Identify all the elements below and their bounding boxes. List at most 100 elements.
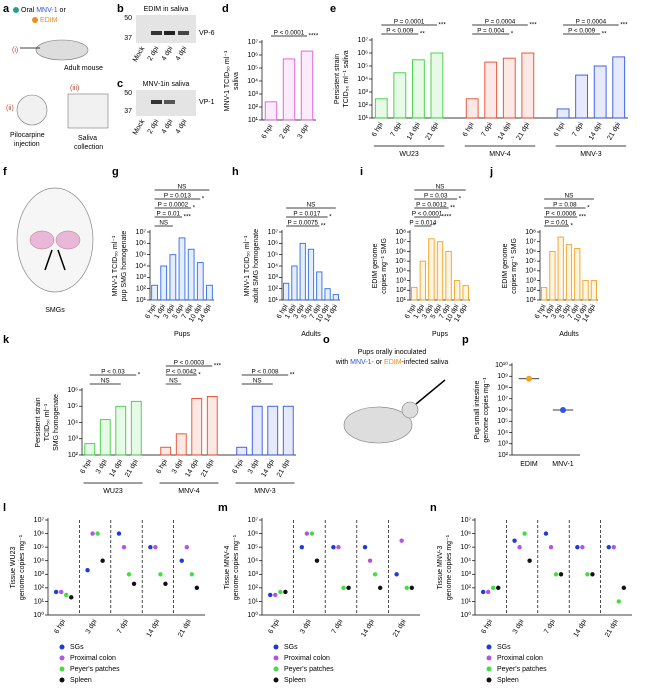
- bar: [299, 242, 306, 301]
- y-tick-label: 10⁷: [34, 517, 45, 524]
- marker: 50: [124, 90, 132, 97]
- x-tick-label: 21 dpi: [606, 121, 622, 141]
- bar: [411, 286, 418, 301]
- text: EDIM: [384, 359, 402, 366]
- significance: *: [138, 372, 141, 379]
- bar: [502, 57, 516, 119]
- y-tick-label: 10¹: [461, 598, 472, 605]
- significance: *: [193, 205, 196, 212]
- point: [283, 589, 288, 595]
- legend-marker: [59, 655, 65, 661]
- p-value: P = 0.017: [293, 211, 321, 218]
- p-value: P < 0.009: [568, 28, 596, 35]
- y-tick-label: 10³: [136, 274, 147, 281]
- significance: ***: [529, 22, 537, 29]
- p-value: P = 0.013: [164, 193, 192, 200]
- y-tick-label: 10⁵: [67, 403, 78, 410]
- bar: [590, 280, 597, 301]
- x-tick-label: 14 dpi: [260, 458, 276, 478]
- legend-text: EDIM: [40, 17, 58, 24]
- x-tick-label: 7 dpi: [116, 618, 130, 635]
- y-tick-label: 10⁶: [135, 240, 146, 247]
- text: -infected saliva: [402, 359, 449, 366]
- y-tick-label: 10⁵: [525, 258, 536, 265]
- x-tick-label: 21 dpi: [276, 458, 292, 478]
- point: [558, 572, 564, 577]
- y-tick-label: 10⁶: [247, 530, 258, 537]
- y-tick-label: 10⁴: [247, 558, 258, 565]
- y-tick-label: 10⁵: [135, 252, 146, 259]
- point: [100, 558, 105, 563]
- y-tick-label: 10³: [498, 441, 509, 448]
- x-axis-label: Pups: [432, 331, 448, 338]
- blot-band: [164, 31, 175, 35]
- arrow: [57, 249, 66, 271]
- mouse-icon: [35, 39, 89, 61]
- point: [621, 585, 627, 591]
- point: [194, 585, 200, 591]
- y-tick-label: 10²: [34, 585, 45, 592]
- y-tick-label: 10⁸: [497, 384, 508, 391]
- bar: [282, 405, 294, 456]
- bar: [282, 58, 296, 121]
- y-tick-label: 10²: [498, 452, 509, 459]
- significance: *: [198, 372, 201, 379]
- point: [616, 599, 622, 604]
- y-tick-label: 10⁵: [247, 65, 258, 72]
- y-tick-label: 10³: [248, 91, 259, 98]
- blot: [136, 15, 196, 43]
- panel-letter: b: [117, 3, 124, 15]
- bar: [574, 248, 581, 301]
- y-tick-label: 10²: [461, 585, 472, 592]
- point: [153, 544, 158, 550]
- y-tick-label: 10⁴: [357, 76, 368, 83]
- bar: [436, 241, 444, 301]
- point: [341, 585, 346, 591]
- y-tick-label: 10⁵: [267, 252, 278, 259]
- x-tick-label: 3 dpi: [171, 458, 185, 475]
- y-tick-label: 10²: [268, 286, 279, 293]
- y-tick-label: 10¹: [248, 117, 259, 124]
- legend-label: Spleen: [497, 677, 519, 684]
- point: [553, 572, 559, 577]
- y-tick-label: 10³: [34, 571, 45, 578]
- x-tick-label: 6 hpi: [53, 618, 67, 635]
- y-axis-label: TCID₅₀ ml⁻¹ saliva: [343, 50, 350, 107]
- band-label: VP-1: [199, 99, 215, 106]
- y-axis-label: copies mg⁻¹ SMG: [511, 238, 518, 294]
- point: [116, 531, 122, 536]
- bar: [593, 65, 607, 119]
- group-label: MNV-3: [580, 151, 602, 158]
- significance: ***: [438, 22, 446, 29]
- p-value: P = 0.01: [157, 211, 181, 218]
- point: [543, 531, 549, 536]
- significance: *: [511, 31, 514, 38]
- lane-label: 2 dpi: [147, 45, 161, 62]
- y-tick-label: 10²: [358, 102, 369, 109]
- significance: *: [329, 214, 332, 221]
- point: [522, 531, 527, 536]
- x-tick-label: 3 dpi: [512, 618, 526, 635]
- text: MNV-1: [36, 7, 58, 14]
- y-axis-label: Tissue MNV-3: [437, 546, 444, 590]
- bar: [236, 446, 248, 456]
- panel-letter: k: [3, 334, 10, 346]
- significance: **: [602, 31, 607, 38]
- x-tick-label: MNV-1: [552, 461, 574, 468]
- y-tick-label: 10⁰: [33, 611, 44, 619]
- pup-icon: [343, 406, 413, 444]
- mouse-label: Adult mouse: [64, 65, 103, 72]
- p-value: P = 0.0012: [416, 202, 447, 209]
- significance: ***: [579, 214, 587, 221]
- p-value: P = 0.004: [477, 28, 505, 35]
- point: [367, 558, 373, 563]
- point: [126, 572, 132, 577]
- bar: [99, 419, 111, 456]
- bar: [419, 260, 427, 301]
- significance: ***: [620, 22, 628, 29]
- x-tick-label: 7 dpi: [389, 121, 403, 138]
- point: [69, 595, 74, 600]
- bar: [484, 61, 498, 119]
- p-value: NS: [159, 220, 168, 227]
- bar: [541, 286, 548, 301]
